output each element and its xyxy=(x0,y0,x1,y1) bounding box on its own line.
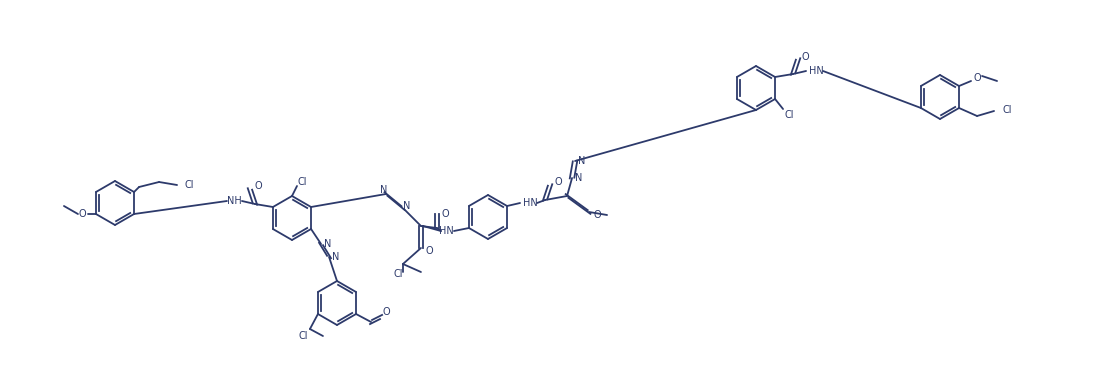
Text: O: O xyxy=(593,210,601,220)
Text: Cl: Cl xyxy=(297,177,307,187)
Text: Cl: Cl xyxy=(298,331,307,341)
Text: O: O xyxy=(382,307,389,317)
Text: Cl: Cl xyxy=(1003,105,1011,115)
Text: Cl: Cl xyxy=(184,180,194,190)
Text: N: N xyxy=(575,173,583,183)
Text: HN: HN xyxy=(808,66,824,76)
Text: O: O xyxy=(441,209,449,219)
Text: HN: HN xyxy=(439,226,453,236)
Text: N: N xyxy=(381,185,387,195)
Text: N: N xyxy=(404,201,410,211)
Text: O: O xyxy=(554,177,562,187)
Text: Cl: Cl xyxy=(784,110,794,120)
Text: O: O xyxy=(426,246,432,256)
Text: O: O xyxy=(801,52,808,62)
Text: N: N xyxy=(325,239,331,249)
Text: Cl: Cl xyxy=(393,269,403,279)
Text: O: O xyxy=(78,209,86,219)
Text: N: N xyxy=(332,252,340,262)
Text: N: N xyxy=(578,156,586,166)
Text: HN: HN xyxy=(522,198,538,208)
Text: O: O xyxy=(973,73,981,83)
Text: O: O xyxy=(255,181,262,191)
Text: NH: NH xyxy=(227,196,241,206)
